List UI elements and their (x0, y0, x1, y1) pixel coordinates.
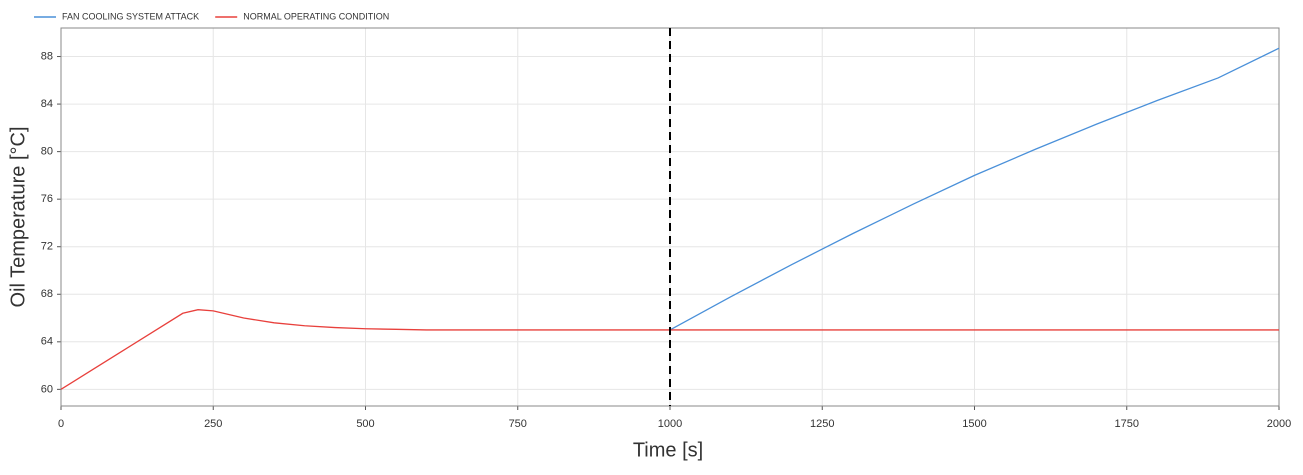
x-axis-label: Time [s] (633, 439, 703, 461)
legend-label: FAN COOLING SYSTEM ATTACK (62, 11, 199, 21)
y-tick-label: 64 (41, 336, 53, 348)
x-tick-label: 1500 (962, 418, 986, 430)
x-tick-label: 1000 (658, 418, 682, 430)
legend-label: NORMAL OPERATING CONDITION (243, 11, 389, 21)
x-tick-label: 1250 (810, 418, 834, 430)
x-tick-label: 2000 (1267, 418, 1291, 430)
y-tick-label: 68 (41, 288, 53, 300)
y-tick-label: 76 (41, 193, 53, 205)
x-tick-label: 1750 (1115, 418, 1139, 430)
series-line (669, 47, 1280, 331)
x-tick-label: 750 (509, 418, 527, 430)
y-tick-label: 84 (41, 98, 53, 110)
y-axis-label: Oil Temperature [°C] (7, 126, 29, 307)
x-tick-label: 0 (58, 418, 64, 430)
series-line (60, 309, 1279, 390)
y-tick-label: 60 (41, 383, 53, 395)
x-tick-label: 500 (356, 418, 374, 430)
x-tick-label: 250 (204, 418, 222, 430)
y-tick-label: 88 (41, 50, 53, 62)
y-tick-label: 72 (41, 241, 53, 253)
y-tick-label: 80 (41, 146, 53, 158)
